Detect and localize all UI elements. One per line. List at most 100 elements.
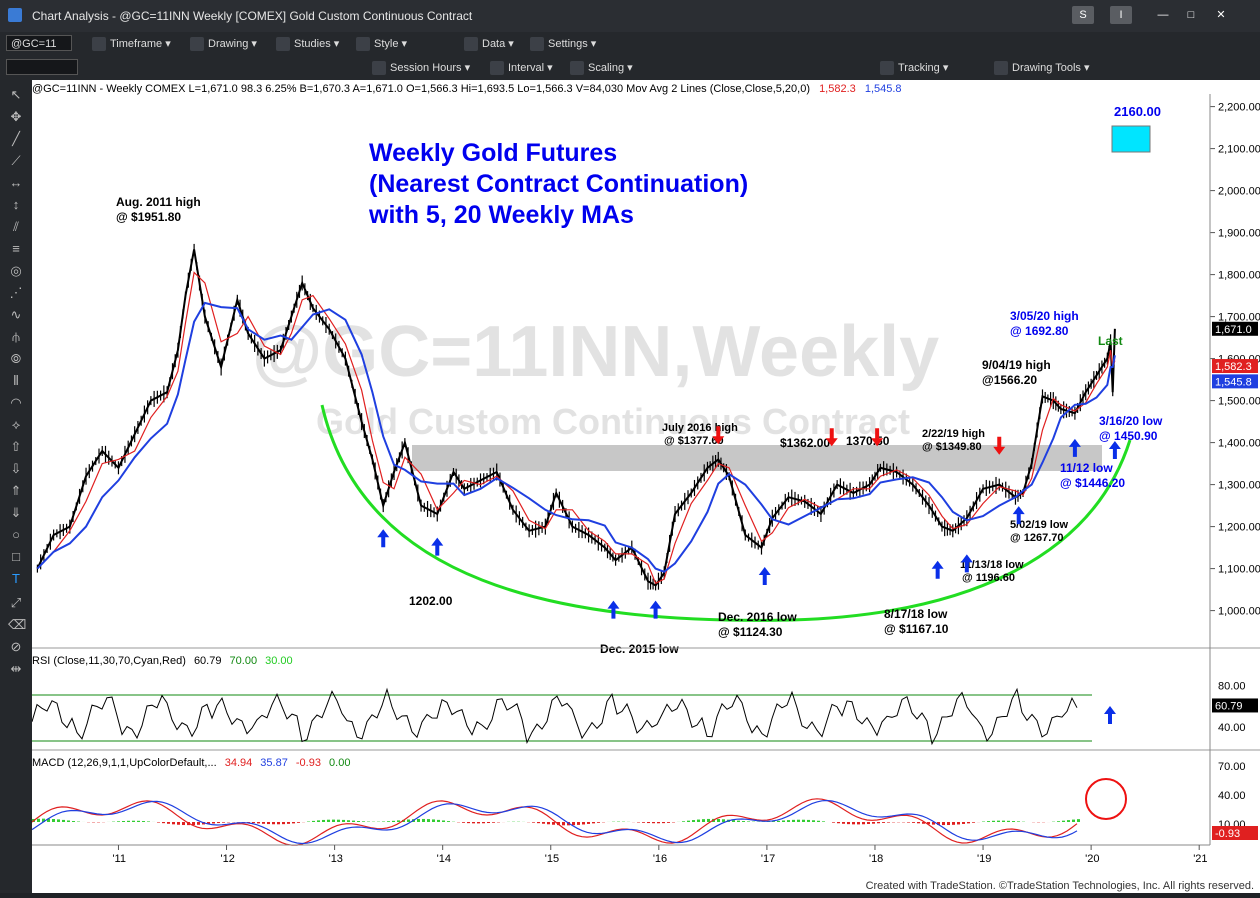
macd-bar <box>222 822 225 823</box>
symbol-link-s-button[interactable]: S <box>1072 6 1094 24</box>
scaling-icon <box>570 61 584 75</box>
macd-bar <box>957 822 960 824</box>
macd-bar <box>647 822 650 823</box>
measure-tool-icon[interactable]: ⇹ <box>8 662 24 676</box>
fibonacci-tool-icon[interactable]: ≡ <box>8 242 24 256</box>
cycle-tool-icon[interactable]: ⦾ <box>8 352 24 366</box>
macd-bar <box>212 822 215 824</box>
down-arrow-outline-tool-icon[interactable]: ⇓ <box>8 506 24 520</box>
macd-bar <box>642 822 645 823</box>
symbol-link-i-button[interactable]: I <box>1110 6 1132 24</box>
macd-bar <box>842 822 845 824</box>
up-arrow-outline-tool-icon[interactable]: ⇑ <box>8 484 24 498</box>
close-button[interactable]: ✕ <box>1210 6 1232 24</box>
settings-menu[interactable]: Settings ▾ <box>530 37 596 51</box>
horizontal-line-tool-icon[interactable]: ↔ <box>8 176 24 190</box>
macd-bar <box>117 821 120 822</box>
fan-tool-icon[interactable]: ⟡ <box>8 418 24 432</box>
macd-bar <box>142 821 145 822</box>
hide-drawings-tool-icon[interactable]: ⊘ <box>8 640 24 654</box>
tracking-menu[interactable]: Tracking ▾ <box>880 61 948 75</box>
macd-bar <box>337 820 340 822</box>
arc-tool-icon[interactable]: ◠ <box>8 396 24 410</box>
maximize-button[interactable]: □ <box>1180 6 1202 24</box>
ellipse-tool-icon[interactable]: ○ <box>8 528 24 542</box>
macd-bar <box>707 819 710 822</box>
rsi-up-arrow-icon <box>1104 706 1116 724</box>
rsi-overbought: 70.00 <box>230 655 258 667</box>
gann-tool-icon[interactable]: ◎ <box>8 264 24 278</box>
macd-bar <box>217 822 220 823</box>
magnet-tool-icon[interactable]: ⤢ <box>8 596 24 610</box>
y-tick-label: 1,800.00 <box>1218 270 1260 282</box>
macd-bar <box>282 822 285 824</box>
macd-bar <box>867 822 870 824</box>
annotation-dec2016low-l1: Dec. 2016 low <box>718 610 797 624</box>
macd-bar <box>422 819 425 822</box>
trendline-tool-icon[interactable]: ╱ <box>8 132 24 146</box>
interval-combo[interactable] <box>6 59 78 75</box>
macd-bar <box>542 822 545 824</box>
window-titlebar: Chart Analysis - @GC=11INN Weekly [COMEX… <box>0 0 1260 32</box>
drawing-tools-icon <box>994 61 1008 75</box>
chart-header-ma20: 1,545.8 <box>865 83 902 95</box>
pointer-tool-icon[interactable]: ↖ <box>8 88 24 102</box>
timeframe-menu[interactable]: Timeframe ▾ <box>92 37 171 51</box>
y-tick-label: 2,100.00 <box>1218 144 1260 156</box>
macd-bar <box>797 820 800 822</box>
annotation-feb2019-l2: @ $1349.80 <box>922 441 982 453</box>
price-label-text: 1,582.3 <box>1215 361 1252 373</box>
tracking-icon <box>880 61 894 75</box>
macd-bar <box>877 822 880 823</box>
studies-menu[interactable]: Studies ▾ <box>276 37 339 51</box>
eraser-tool-icon[interactable]: ⌫ <box>8 618 24 632</box>
y-tick-label: 2,000.00 <box>1218 186 1260 198</box>
rsi-value: 60.79 <box>194 655 222 667</box>
regression-tool-icon[interactable]: ∿ <box>8 308 24 322</box>
x-tick-label: '11 <box>112 853 126 865</box>
ray-tool-icon[interactable]: ⟋ <box>8 154 24 168</box>
watermark-symbol: @GC=11INN,Weekly <box>252 312 939 392</box>
text-tool-icon[interactable]: T <box>8 572 24 586</box>
price-label-text: 1,545.8 <box>1215 376 1252 388</box>
macd-bar <box>687 821 690 822</box>
y-tick-label: 1,500.00 <box>1218 396 1260 408</box>
speed-lines-tool-icon[interactable]: ⋰ <box>8 286 24 300</box>
macd-bar <box>747 821 750 822</box>
macd-bar <box>802 820 805 822</box>
macd-bar <box>492 822 495 823</box>
macd-bar <box>792 820 795 822</box>
vertical-line-tool-icon[interactable]: ↕ <box>8 198 24 212</box>
drawing-menu[interactable]: Drawing ▾ <box>190 37 257 51</box>
channel-tool-icon[interactable]: ⫽ <box>8 220 24 234</box>
session-hours-menu[interactable]: Session Hours ▾ <box>372 61 470 75</box>
macd-bar <box>1007 821 1010 822</box>
macd-bar <box>272 822 275 824</box>
symbol-input[interactable]: @GC=11 <box>6 35 72 51</box>
macd-bar <box>197 822 200 825</box>
style-menu[interactable]: Style ▾ <box>356 37 407 51</box>
time-zone-tool-icon[interactable]: ⦀ <box>8 374 24 388</box>
data-menu[interactable]: Data ▾ <box>464 37 514 51</box>
rectangle-tool-icon[interactable]: □ <box>8 550 24 564</box>
chart-area[interactable]: @GC=11INN - Weekly COMEX L=1,671.0 98.3 … <box>32 80 1260 893</box>
minimize-button[interactable]: — <box>1152 6 1174 24</box>
scaling-menu[interactable]: Scaling ▾ <box>570 61 633 75</box>
crosshair-tool-icon[interactable]: ✥ <box>8 110 24 124</box>
x-tick-label: '21 <box>1193 853 1207 865</box>
up-arrow-icon <box>759 567 771 585</box>
up-arrow-tool-icon[interactable]: ⇧ <box>8 440 24 454</box>
macd-bar <box>822 821 825 822</box>
macd-bar <box>52 819 55 822</box>
down-arrow-tool-icon[interactable]: ⇩ <box>8 462 24 476</box>
macd-bar <box>952 822 955 825</box>
interval-menu[interactable]: Interval ▾ <box>490 61 553 75</box>
rsi-tick-label: 80.00 <box>1218 680 1246 692</box>
macd-bar <box>487 822 490 823</box>
annotation-last: Last <box>1098 334 1123 348</box>
andrews-pitchfork-tool-icon[interactable]: ⫛ <box>8 330 24 344</box>
macd-bar <box>287 822 290 824</box>
main-toolbar: @GC=11 Timeframe ▾ Drawing ▾ Studies ▾ S… <box>0 32 1260 56</box>
drawing-tools-menu[interactable]: Drawing Tools ▾ <box>994 61 1089 75</box>
chart-header: @GC=11INN - Weekly COMEX L=1,671.0 98.3 … <box>32 83 810 95</box>
